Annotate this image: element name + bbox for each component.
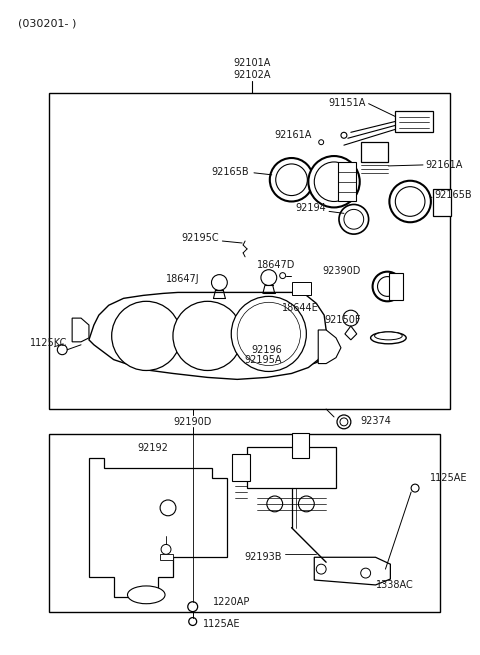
Polygon shape — [314, 557, 390, 585]
Polygon shape — [160, 554, 173, 560]
Text: 92101A: 92101A — [233, 58, 271, 68]
Text: (030201- ): (030201- ) — [18, 18, 76, 29]
Text: 18647J: 18647J — [166, 274, 200, 284]
Text: 1220AP: 1220AP — [213, 597, 250, 607]
Bar — [361, 142, 388, 162]
Text: 92102A: 92102A — [233, 70, 271, 80]
Text: 1125AE: 1125AE — [203, 620, 240, 629]
Text: 92194: 92194 — [295, 204, 326, 214]
Bar — [291, 282, 312, 295]
Text: 92190D: 92190D — [174, 417, 212, 427]
Circle shape — [173, 301, 242, 371]
Polygon shape — [89, 458, 228, 597]
Text: 92196: 92196 — [251, 345, 282, 355]
Circle shape — [160, 500, 176, 515]
Circle shape — [361, 568, 371, 578]
Bar — [396, 111, 433, 132]
Circle shape — [396, 187, 425, 216]
Circle shape — [112, 301, 181, 371]
Text: 92192: 92192 — [138, 443, 168, 453]
Text: 92161A: 92161A — [425, 160, 462, 170]
Ellipse shape — [371, 332, 406, 344]
Circle shape — [189, 618, 197, 626]
Circle shape — [389, 181, 431, 222]
Text: 92195C: 92195C — [182, 233, 219, 243]
Ellipse shape — [128, 586, 165, 604]
Bar — [247, 447, 336, 488]
Polygon shape — [345, 326, 357, 340]
Text: 92390D: 92390D — [323, 266, 361, 276]
Circle shape — [343, 310, 359, 326]
Bar — [49, 93, 450, 409]
Circle shape — [340, 418, 348, 426]
Text: 92193B: 92193B — [244, 552, 282, 562]
Circle shape — [378, 276, 397, 296]
Polygon shape — [318, 330, 341, 364]
Circle shape — [276, 164, 307, 196]
Bar — [433, 189, 451, 216]
Text: 92165B: 92165B — [211, 167, 249, 177]
Ellipse shape — [295, 357, 314, 363]
Text: 18647D: 18647D — [257, 260, 295, 270]
Circle shape — [299, 496, 314, 512]
Bar — [232, 453, 250, 481]
Text: 1125KC: 1125KC — [30, 338, 67, 348]
Circle shape — [267, 496, 283, 512]
Text: 91151A: 91151A — [328, 98, 366, 107]
Circle shape — [270, 158, 313, 202]
Bar — [338, 162, 356, 202]
Text: 92165B: 92165B — [435, 189, 472, 200]
Circle shape — [57, 345, 67, 354]
Text: 18644E: 18644E — [281, 303, 318, 313]
Bar — [49, 434, 440, 612]
Text: 92374: 92374 — [361, 416, 392, 426]
Text: 1338AC: 1338AC — [375, 580, 413, 590]
Text: 92150F: 92150F — [324, 315, 361, 325]
Circle shape — [308, 156, 360, 208]
Circle shape — [372, 272, 402, 301]
Circle shape — [316, 564, 326, 574]
Circle shape — [237, 303, 300, 365]
Polygon shape — [72, 318, 89, 342]
Circle shape — [314, 162, 354, 202]
Bar — [389, 272, 403, 301]
Bar — [291, 433, 309, 458]
Ellipse shape — [289, 354, 319, 365]
Text: 92195A: 92195A — [244, 354, 282, 365]
Circle shape — [344, 210, 364, 229]
Circle shape — [261, 270, 276, 286]
Circle shape — [231, 296, 306, 371]
Text: 1125AE: 1125AE — [430, 473, 468, 483]
Circle shape — [341, 132, 347, 138]
Circle shape — [337, 415, 351, 429]
Text: 92161A: 92161A — [274, 130, 312, 140]
Ellipse shape — [374, 332, 402, 340]
Circle shape — [280, 272, 286, 278]
Circle shape — [339, 204, 369, 234]
Circle shape — [188, 602, 198, 612]
Circle shape — [161, 544, 171, 554]
Circle shape — [411, 484, 419, 492]
Polygon shape — [89, 292, 326, 379]
Circle shape — [212, 274, 228, 290]
Circle shape — [319, 140, 324, 145]
